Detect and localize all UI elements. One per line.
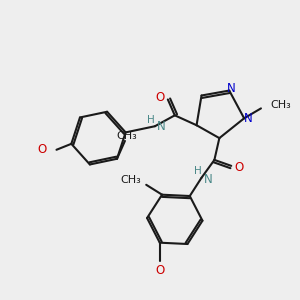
- Text: O: O: [235, 161, 244, 174]
- Text: O: O: [155, 91, 164, 104]
- Text: N: N: [203, 173, 212, 186]
- Text: N: N: [244, 112, 253, 125]
- Text: CH₃: CH₃: [121, 175, 141, 185]
- Text: CH₃: CH₃: [271, 100, 292, 110]
- Text: H: H: [147, 115, 155, 125]
- Text: O: O: [155, 264, 164, 277]
- Text: H: H: [194, 166, 201, 176]
- Text: N: N: [227, 82, 236, 95]
- Text: N: N: [157, 120, 166, 133]
- Text: CH₃: CH₃: [116, 131, 137, 141]
- Text: O: O: [37, 143, 46, 156]
